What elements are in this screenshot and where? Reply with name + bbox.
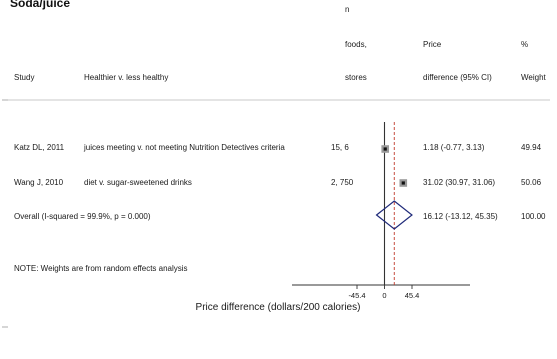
row-1-n: 15, 6 (331, 143, 349, 152)
header-n-top: n (345, 5, 349, 14)
header-n-bottom: stores (345, 73, 367, 82)
row-2-estimate: 31.02 (30.97, 31.06) (423, 178, 495, 187)
point-estimate-1 (383, 147, 387, 151)
header-weight-bottom: Weight (521, 73, 547, 82)
point-estimate-2 (401, 181, 405, 185)
weights-note: NOTE: Weights are from random effects an… (14, 264, 188, 273)
row-2-comparison: diet v. sugar-sweetened drinks (84, 178, 192, 187)
x-axis-label: Price difference (dollars/200 calories) (196, 302, 361, 313)
row-1-estimate: 1.18 (-0.77, 3.13) (423, 143, 485, 152)
row-2-n: 2, 750 (331, 178, 354, 187)
x-tick-label-2: 45.4 (405, 291, 420, 300)
chart-marks: -45.4 0 45.4 (348, 122, 419, 300)
row-2-study: Wang J, 2010 (14, 178, 64, 187)
overall-estimate: 16.12 (-13.12, 45.35) (423, 212, 498, 221)
row-2-weight: 50.06 (521, 178, 542, 187)
header-price-bottom: difference (95% CI) (423, 73, 492, 82)
header-price-top: Price (423, 40, 442, 49)
chart-title: Soda/juice (10, 0, 70, 10)
overall-weight: 100.00 (521, 212, 546, 221)
row-1-study: Katz DL, 2011 (14, 143, 65, 152)
overall-label: Overall (I-squared = 99.9%, p = 0.000) (14, 212, 151, 221)
row-1-comparison: juices meeting v. not meeting Nutrition … (83, 143, 285, 152)
header-n-mid: foods, (345, 40, 367, 49)
row-1-weight: 49.94 (521, 143, 542, 152)
header-weight-top: % (521, 40, 528, 49)
overall-diamond (375, 200, 413, 230)
x-tick-label-0: -45.4 (348, 291, 365, 300)
header-study: Study (14, 73, 34, 82)
x-tick-label-1: 0 (382, 291, 386, 300)
header-comparison: Healthier v. less healthy (84, 73, 168, 82)
